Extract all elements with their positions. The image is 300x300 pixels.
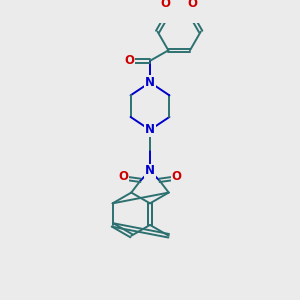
Text: N: N (145, 164, 155, 178)
Text: O: O (188, 0, 198, 10)
Text: N: N (145, 76, 155, 89)
Text: O: O (171, 170, 181, 183)
Text: O: O (160, 0, 171, 10)
Text: O: O (124, 54, 134, 67)
Text: N: N (145, 123, 155, 136)
Text: O: O (119, 170, 129, 183)
